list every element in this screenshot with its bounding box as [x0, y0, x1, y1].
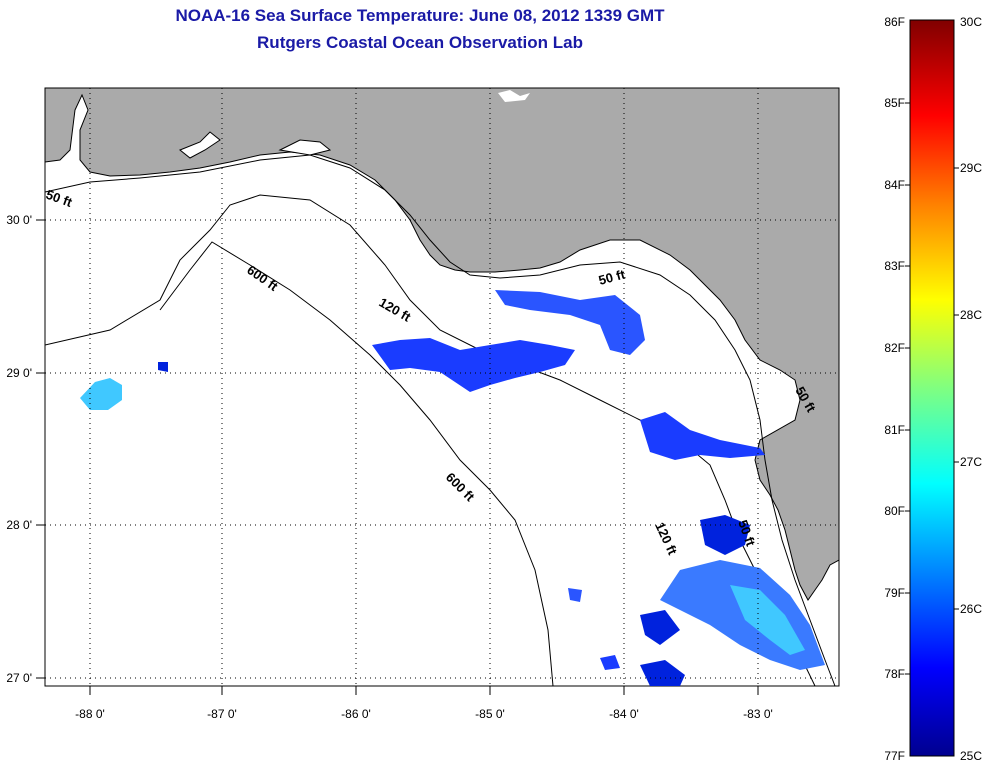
map-title: NOAA-16 Sea Surface Temperature: June 08… — [175, 6, 665, 25]
colorbar-f-label: 85F — [884, 96, 905, 110]
lon-label: -87 0' — [207, 707, 237, 721]
lat-label: 27 0' — [6, 671, 32, 685]
colorbar-f-label: 77F — [884, 749, 905, 763]
colorbar-f-label: 83F — [884, 259, 905, 273]
lon-label: -84 0' — [609, 707, 639, 721]
contour-label-50ft: 50 ft — [597, 266, 627, 288]
colorbar-c-label: 25C — [960, 749, 982, 763]
cloud-patch — [498, 90, 530, 102]
bay-feature — [179, 131, 221, 159]
colorbar-c-label: 29C — [960, 161, 982, 175]
contour-50ft — [45, 154, 836, 686]
colorbar-c-label: 28C — [960, 308, 982, 322]
lon-label: -86 0' — [341, 707, 371, 721]
land-mass — [45, 88, 839, 601]
axis-ticks — [36, 219, 759, 695]
colorbar-f-label: 84F — [884, 178, 905, 192]
lon-label: -88 0' — [75, 707, 105, 721]
colorbar-f-label: 81F — [884, 423, 905, 437]
colorbar-f-label: 80F — [884, 504, 905, 518]
colorbar-ticks — [905, 102, 959, 675]
colorbar-c-labels: 30C 29C 28C 27C 26C 25C — [960, 15, 982, 763]
colorbar-c-label: 30C — [960, 15, 982, 29]
colorbar-c-label: 26C — [960, 602, 982, 616]
colorbar-c-label: 27C — [960, 455, 982, 469]
colorbar — [909, 19, 955, 757]
lon-label: -83 0' — [743, 707, 773, 721]
colorbar-f-labels: 86F 85F 84F 83F 82F 81F 80F 79F 78F 77F — [884, 15, 905, 763]
latitude-labels: 30 0' 29 0' 28 0' 27 0' — [6, 213, 32, 685]
bay-feature — [278, 139, 332, 156]
lat-label: 29 0' — [6, 366, 32, 380]
longitude-labels: -88 0' -87 0' -86 0' -85 0' -84 0' -83 0… — [75, 707, 773, 721]
sst-patches — [80, 290, 825, 686]
lat-label: 30 0' — [6, 213, 32, 227]
colorbar-f-label: 86F — [884, 15, 905, 29]
map-subtitle: Rutgers Coastal Ocean Observation Lab — [257, 33, 583, 52]
lon-label: -85 0' — [475, 707, 505, 721]
contour-600ft — [159, 241, 554, 686]
lat-label: 28 0' — [6, 518, 32, 532]
colorbar-f-label: 79F — [884, 586, 905, 600]
colorbar-f-label: 82F — [884, 341, 905, 355]
colorbar-f-label: 78F — [884, 667, 905, 681]
